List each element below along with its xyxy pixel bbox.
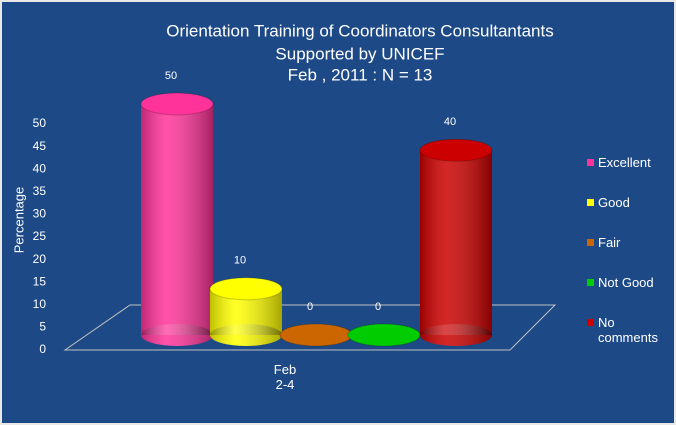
- legend-label: Excellent: [598, 155, 651, 170]
- data-label: 10: [234, 255, 246, 267]
- x-tick-label: Feb 2-4: [273, 362, 297, 392]
- floor: [63, 304, 557, 351]
- legend-label: Not Good: [598, 275, 654, 290]
- bar-top: [419, 138, 493, 162]
- bar-top: [140, 92, 214, 116]
- legend-entry: Fair: [587, 235, 676, 250]
- bar-top: [209, 277, 283, 301]
- bar-top: [347, 323, 421, 347]
- chart-title: Supported by UNICEF: [275, 44, 444, 63]
- legend-swatch: [587, 239, 594, 246]
- legend-swatch: [587, 199, 594, 206]
- bar-bottom-shade: [420, 324, 492, 346]
- y-tick-label: 45: [33, 139, 47, 153]
- y-tick-label: 5: [39, 320, 46, 334]
- legend-entry: No comments: [587, 315, 670, 345]
- data-label: 50: [165, 70, 177, 82]
- y-tick-label: 35: [33, 184, 47, 198]
- data-label: 0: [375, 301, 381, 313]
- y-tick-label: 0: [39, 342, 46, 356]
- bar-shade: [420, 150, 492, 335]
- bar-shade: [141, 104, 213, 335]
- legend-swatch: [587, 159, 594, 166]
- y-tick-label: 25: [33, 229, 47, 243]
- bar-top: [279, 323, 353, 347]
- legend-swatch: [587, 319, 594, 326]
- data-label: 0: [307, 301, 313, 313]
- bar-bottom-shade: [141, 324, 213, 346]
- y-axis-label: Percentage: [11, 187, 26, 254]
- legend-swatch: [587, 279, 594, 286]
- y-tick-label: 10: [33, 297, 47, 311]
- bar: [140, 92, 214, 346]
- y-tick-label: 50: [33, 116, 47, 130]
- chart-title: Feb , 2011 : N = 13: [288, 65, 433, 84]
- data-label: 40: [444, 116, 456, 128]
- legend-entry: Not Good: [587, 275, 676, 290]
- legend-label: Fair: [598, 235, 621, 250]
- legend-label: Good: [598, 195, 630, 210]
- y-tick-label: 30: [33, 207, 47, 221]
- bar-bottom-shade: [210, 324, 282, 346]
- bar: [209, 277, 283, 346]
- legend-label: No comments: [598, 315, 658, 345]
- y-tick-label: 40: [33, 161, 47, 175]
- legend-entry: Excellent: [587, 155, 676, 170]
- y-tick-label: 15: [33, 274, 47, 288]
- bar: [279, 323, 353, 347]
- bar: [419, 138, 493, 346]
- bar: [347, 323, 421, 347]
- y-tick-label: 20: [33, 252, 47, 266]
- legend-entry: Good: [587, 195, 676, 210]
- chart-title: Orientation Training of Coordinators Con…: [166, 21, 553, 40]
